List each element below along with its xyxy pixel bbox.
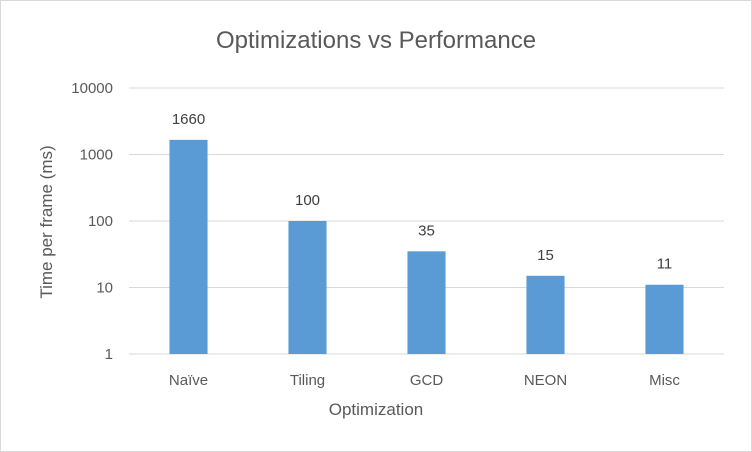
bar-2 [407,251,446,354]
bars [169,139,684,354]
data-label: 1660 [172,111,205,128]
y-axis-label: Time per frame (ms) [37,145,56,299]
y-tick-label: 1000 [80,147,113,164]
x-tick-label: GCD [410,372,444,389]
x-axis-ticks: Naïve Tiling GCD NEON Misc [169,372,681,389]
data-label: 100 [295,192,320,209]
y-axis-ticks: 1 10 100 1000 10000 [71,80,113,363]
bar-3 [526,275,565,354]
y-tick-label: 1 [105,346,113,363]
bar-1 [288,221,327,354]
y-tick-label: 100 [88,213,113,230]
y-tick-label: 10000 [71,80,113,97]
bar-0 [169,139,208,354]
data-label: 35 [418,222,435,239]
x-tick-label: NEON [524,372,567,389]
chart-title: Optimizations vs Performance [215,27,537,54]
bar-4 [645,284,684,354]
data-labels: 1660 100 35 15 11 [172,111,672,273]
x-tick-label: Misc [649,372,680,389]
data-label: 15 [537,247,554,264]
y-tick-label: 10 [96,280,113,297]
x-axis-label: Optimization [328,400,424,419]
x-tick-label: Tiling [290,372,325,389]
data-label: 11 [657,256,673,273]
x-tick-label: Naïve [169,372,208,389]
